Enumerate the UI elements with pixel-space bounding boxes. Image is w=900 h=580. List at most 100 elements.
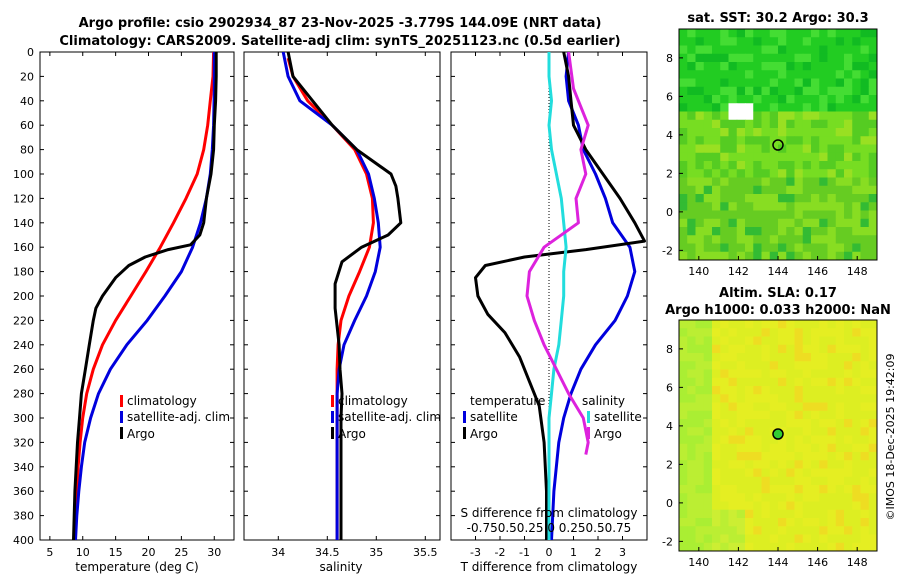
sst-map-cell <box>745 78 754 88</box>
difference-panel: -3 -2 -1 0 1 2 3 T difference from climatology… <box>450 51 648 574</box>
difference-lines <box>474 52 646 540</box>
difference-series-s-argo <box>525 52 590 455</box>
sla-map-cell <box>868 361 878 370</box>
sst-map-cell <box>736 177 746 187</box>
sst-map-cell <box>745 235 754 244</box>
sla-map-cell <box>687 394 696 403</box>
sla-map-cell <box>769 443 779 453</box>
sst-map-cell <box>852 243 861 253</box>
sla-map-cell <box>786 509 795 519</box>
sst-map-cell <box>712 62 721 71</box>
sst-map-cell <box>720 152 729 162</box>
sst-map-cell <box>728 119 738 129</box>
sla-map-cell <box>761 534 771 544</box>
sst-map-cell <box>679 111 688 121</box>
legend-swatch-t-argo <box>463 427 466 439</box>
sla-map-cell <box>761 509 771 519</box>
sla-map-cell <box>794 402 804 412</box>
sst-map-cell <box>844 243 853 253</box>
sla-map-cell <box>720 369 729 379</box>
sla-map-cell <box>679 361 688 370</box>
sst-map-cell <box>827 70 837 79</box>
sst-map-cell <box>811 161 820 170</box>
sla-map-cell <box>769 501 779 511</box>
sla-map-cell <box>703 452 713 461</box>
sla-map-cell <box>802 460 812 469</box>
sst-map-cell <box>728 210 738 220</box>
sla-map-cell <box>794 377 804 387</box>
sla-map-cell <box>794 518 804 527</box>
sst-map-cell <box>835 194 845 203</box>
sla-map-cell <box>786 402 795 412</box>
sla-map-cell <box>769 386 779 395</box>
sla-map-cell <box>819 336 828 346</box>
depth-tick-label: 220 <box>13 314 34 327</box>
sst-map-cell <box>728 235 738 244</box>
sla-map-cell <box>868 468 878 478</box>
sla-map-cell <box>860 394 870 403</box>
sst-map-cell <box>827 86 837 96</box>
sst-map-cell <box>835 111 845 121</box>
sst-map-cell <box>753 152 762 162</box>
sst-map-cell <box>728 95 738 104</box>
depth-tick-label: 80 <box>20 144 34 157</box>
sla-map-cell <box>687 353 696 362</box>
sla-map-cell <box>720 320 729 329</box>
sst-map-cell <box>811 152 820 162</box>
sla-map-cell <box>695 410 705 420</box>
sla-map-cell <box>769 419 779 428</box>
sst-map-cell <box>835 119 845 129</box>
sla-map-cell <box>703 344 713 354</box>
sst-map-cell <box>786 128 795 137</box>
sst-map-cell <box>720 136 729 145</box>
sla-map-cell <box>720 394 729 403</box>
sst-map-cell <box>703 136 713 145</box>
sst-map-cell <box>761 161 771 170</box>
sla-map-cell <box>695 452 705 461</box>
sst-map-cell <box>761 152 771 162</box>
sla-map-cell <box>778 476 787 486</box>
sst-map-cell <box>860 29 870 38</box>
sla-map-cell <box>736 526 746 535</box>
sla-map-cell <box>786 353 795 362</box>
sla-map-cell <box>679 386 688 395</box>
sla-map-cell <box>745 526 754 535</box>
sla-map-cell <box>811 361 820 370</box>
sst-map-cell <box>679 177 688 187</box>
sst-map-cell <box>844 210 853 220</box>
sla-map-cell <box>827 493 837 502</box>
s-difference-label: S difference from climatology <box>461 506 638 520</box>
sla-map-cell <box>794 353 804 362</box>
sst-map-cell <box>745 45 754 55</box>
sla-map-cell <box>868 344 878 354</box>
sst-map-cell <box>835 136 845 145</box>
sla-map-cell <box>811 435 820 445</box>
sst-map-cell <box>687 169 696 178</box>
sla-map-cell <box>852 485 861 494</box>
sla-map-cell <box>827 542 837 552</box>
temperature-xtick-label: 5 <box>46 546 53 559</box>
sla-map-cell <box>868 402 878 412</box>
sst-map-cell <box>868 70 878 79</box>
sst-map-cell <box>811 218 820 228</box>
sla-map-cell <box>769 542 779 552</box>
sla-map-cell <box>703 394 713 403</box>
sst-map-cell <box>728 177 738 187</box>
sst-map-cell <box>868 86 878 96</box>
sst-map-cell <box>860 78 870 88</box>
sla-map-cell <box>786 361 795 370</box>
sst-map-cell <box>736 218 746 228</box>
sla-map-cell <box>852 460 861 469</box>
sst-map-cell <box>745 218 754 228</box>
sst-map-cell <box>687 37 696 46</box>
sla-map-cell <box>736 452 746 461</box>
sst-map-cell <box>811 37 820 46</box>
sla-map-cell <box>736 361 746 370</box>
sla-map-cell <box>736 328 746 337</box>
sla-map-cell <box>728 344 738 354</box>
sst-map-cell <box>695 29 705 38</box>
sla-map-cell <box>860 501 870 511</box>
sla-map-cell <box>786 320 795 329</box>
sst-map-cell <box>811 202 820 211</box>
sla-map-cell <box>868 419 878 428</box>
